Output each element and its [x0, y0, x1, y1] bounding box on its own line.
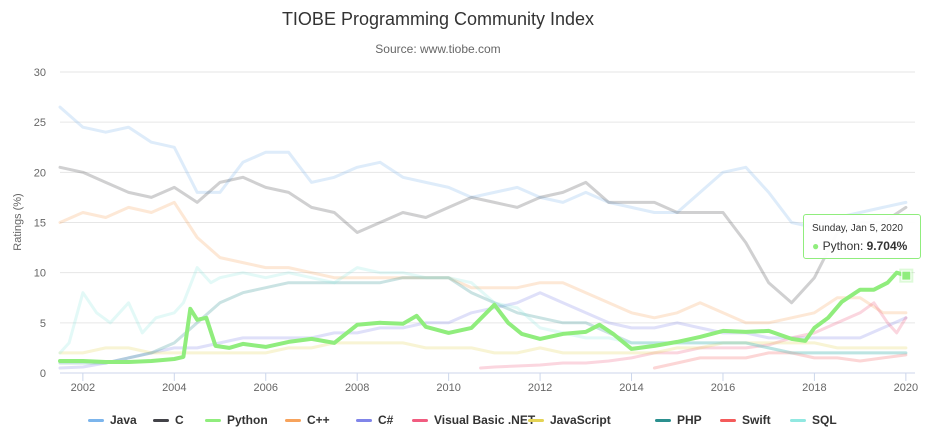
y-tick-label: 20 [34, 167, 46, 179]
legend-label: Swift [742, 413, 771, 427]
chart-subtitle: Source: www.tiobe.com [375, 42, 501, 56]
legend-item-java[interactable]: Java [88, 413, 137, 427]
series-line-java[interactable] [58, 105, 908, 229]
legend-label: C# [378, 413, 394, 427]
legend-swatch-icon [88, 418, 104, 422]
legend-swatch-icon [412, 418, 428, 422]
legend-label: SQL [812, 413, 837, 427]
tooltip: Sunday, Jan 5, 2020 ● Python: 9.704% [803, 214, 921, 259]
tooltip-value: 9.704% [866, 239, 908, 253]
x-tick-label: 2020 [894, 382, 918, 394]
legend-item-c[interactable]: C [153, 413, 184, 427]
x-tick-label: 2016 [711, 382, 735, 394]
y-tick-label: 30 [34, 67, 46, 79]
legend: Java C Python C++ C# Visual Basic .NET JavaScr… [0, 413, 936, 431]
legend-swatch-icon [790, 418, 806, 422]
legend-label: Python [227, 413, 268, 427]
legend-item-javascript[interactable]: JavaScript [528, 413, 611, 427]
series-line-python[interactable] [58, 270, 909, 364]
y-tick-label: 0 [40, 368, 46, 380]
legend-swatch-icon [655, 418, 671, 422]
legend-item-swift[interactable]: Swift [720, 413, 771, 427]
legend-label: C++ [307, 413, 330, 427]
series-line-javascript[interactable] [58, 341, 908, 355]
legend-swatch-icon [356, 418, 372, 422]
legend-swatch-icon [720, 418, 736, 422]
tooltip-dot-icon: ● [812, 239, 820, 253]
series-layer [58, 105, 909, 370]
tooltip-date: Sunday, Jan 5, 2020 [812, 223, 903, 234]
x-tick-label: 2018 [802, 382, 826, 394]
legend-swatch-icon [205, 418, 221, 422]
legend-label: Java [110, 413, 137, 427]
x-tick-label: 2008 [345, 382, 369, 394]
hover-marker[interactable] [901, 270, 912, 281]
series-line-sql[interactable] [58, 266, 908, 355]
chart-title: TIOBE Programming Community Index [281, 9, 595, 29]
series-line-c[interactable] [58, 291, 908, 370]
x-tick-label: 2006 [254, 382, 278, 394]
series-line-swift[interactable] [652, 351, 908, 370]
marker-layer [899, 268, 914, 283]
y-axis-title: Ratings (%) [12, 193, 24, 250]
legend-swatch-icon [528, 418, 544, 422]
series-line-visual-basic-net[interactable] [479, 301, 908, 370]
y-tick-label: 25 [34, 117, 46, 129]
legend-swatch-icon [153, 418, 169, 422]
tooltip-series: Python [822, 239, 860, 253]
legend-label: JavaScript [550, 413, 611, 427]
tooltip-value-line: ● Python: 9.704% [812, 239, 908, 253]
legend-item-python[interactable]: Python [205, 413, 268, 427]
x-tick-label: 2002 [71, 382, 95, 394]
legend-item-php[interactable]: PHP [655, 413, 702, 427]
legend-item-visual-basic-net[interactable]: Visual Basic .NET [412, 413, 535, 427]
legend-label: C [175, 413, 184, 427]
x-tick-label: 2004 [162, 382, 186, 394]
legend-item-sql[interactable]: SQL [790, 413, 837, 427]
y-axis: 0 5 10 15 20 25 30 [34, 67, 46, 380]
legend-item-c[interactable]: C# [356, 413, 393, 427]
x-tick-label: 2014 [619, 382, 643, 394]
legend-label: PHP [677, 413, 702, 427]
legend-item-c[interactable]: C++ [285, 413, 330, 427]
y-tick-label: 10 [34, 268, 46, 280]
y-tick-label: 15 [34, 218, 46, 230]
series-line-c[interactable] [58, 165, 908, 305]
x-tick-label: 2010 [436, 382, 460, 394]
series-line-c[interactable] [58, 200, 908, 325]
y-tick-label: 5 [40, 318, 46, 330]
legend-swatch-icon [285, 418, 301, 422]
x-axis: 2002 2004 2006 2008 2010 2012 2014 2016 2018 2020 [60, 372, 918, 394]
legend-label: Visual Basic .NET [434, 413, 536, 427]
x-tick-label: 2012 [528, 382, 552, 394]
